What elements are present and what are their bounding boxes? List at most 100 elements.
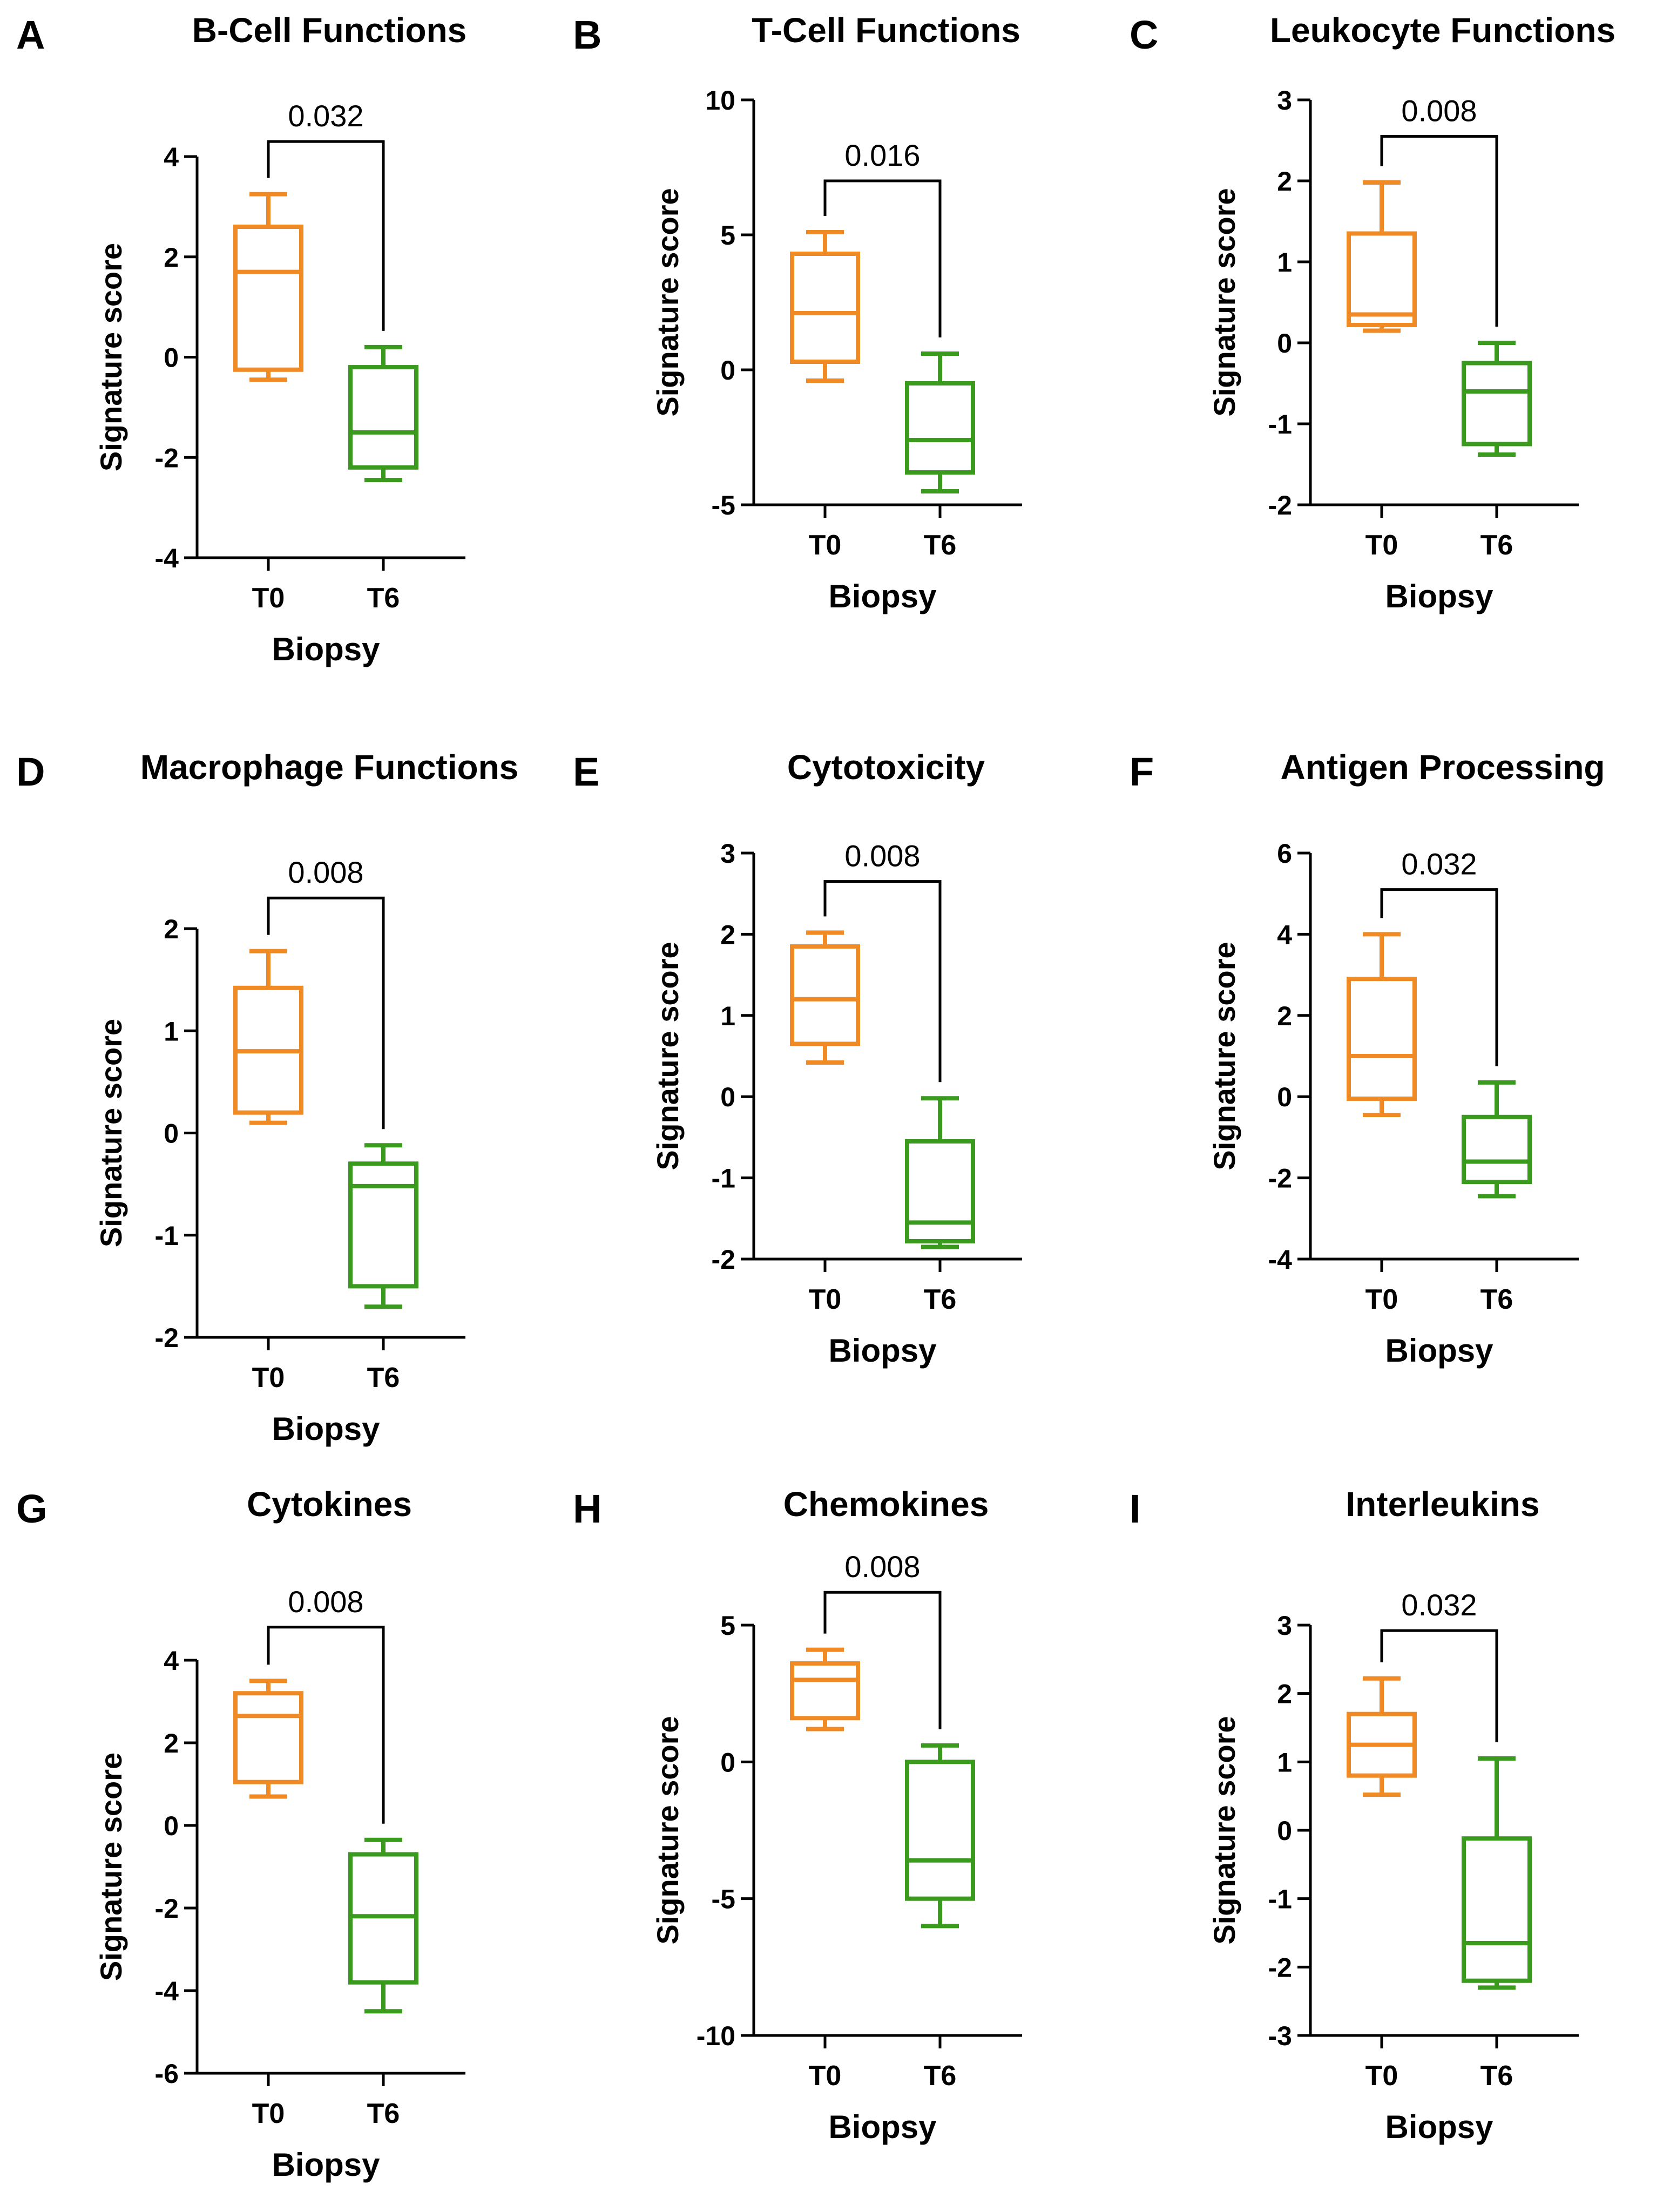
box-iqr [1462,1114,1532,1185]
x-axis-label: Biopsy [828,578,937,614]
x-tick-label: T0 [1365,1284,1398,1315]
box-plot: D Macrophage Functions -2 -1 0 1 2 T0 T6 Biopsy Si… [16,748,519,1447]
y-tick-label: -1 [1268,409,1292,439]
x-tick-label: T6 [367,583,400,614]
panel-letter: C [1130,12,1158,57]
y-tick-label: -5 [712,490,735,520]
chart-title: T-Cell Functions [752,11,1020,50]
panel-e: E Cytotoxicity -2 -1 0 1 2 3 T0 T6 Biopsy Signature… [557,737,1113,1474]
box-iqr [233,225,303,372]
box-t0 [1347,1676,1417,1797]
box-iqr [905,1139,975,1243]
y-tick-label: 1 [1277,247,1292,278]
x-tick-label: T6 [1480,2060,1513,2092]
box-t0 [233,1679,303,1799]
y-axis-label: Signature score [651,942,685,1170]
panel-letter: B [573,12,601,57]
y-tick-label: -4 [1268,1244,1293,1275]
y-axis-label: Signature score [94,1753,128,1981]
box-iqr [1347,977,1417,1101]
y-tick-label: -1 [155,1221,179,1251]
significance-bracket [267,1626,385,1824]
box-t0 [790,1647,860,1731]
box-plot: I Interleukins -3 -2 -1 0 1 2 3 T0 T6 Biopsy Signatu… [1130,1485,1579,2145]
x-tick-label: T6 [1480,530,1513,561]
box-t6 [905,1096,975,1249]
y-tick-label: -4 [155,1976,179,2006]
box-t6 [348,1143,418,1309]
box-iqr [1462,1836,1532,1983]
panel-c: C Leukocyte Functions -2 -1 0 1 2 3 T0 T6 Biopsy Si… [1113,0,1670,737]
p-value-label: 0.032 [288,99,363,133]
x-tick-label: T6 [367,2098,400,2129]
box-plot: F Antigen Processing -4 -2 0 2 4 6 T0 T6 Biopsy Sig… [1130,748,1605,1369]
chart-title: Cytokines [247,1485,412,1524]
y-tick-label: 2 [164,242,179,273]
y-tick-label: -5 [712,1884,735,1915]
panel-i: I Interleukins -3 -2 -1 0 1 2 3 T0 T6 Biopsy Signatu… [1113,1474,1670,2211]
x-tick-label: T0 [809,530,842,561]
p-value-label: 0.008 [288,855,363,889]
y-tick-label: 2 [720,919,735,950]
y-tick-label: 2 [1277,166,1292,197]
chart-title: Antigen Processing [1281,748,1605,787]
p-value-label: 0.008 [288,1585,363,1619]
panel-letter: G [16,1486,48,1531]
y-tick-label: -6 [155,2059,179,2089]
y-tick-label: 0 [720,355,735,385]
significance-bracket [823,880,942,1083]
y-tick-label: 0 [164,343,179,373]
box-t6 [905,351,975,493]
box-iqr [1462,361,1532,447]
y-axis-label: Signature score [651,188,685,416]
box-t0 [1347,180,1417,333]
panel-letter: H [573,1486,601,1531]
y-tick-label: -2 [155,1893,179,1924]
box-iqr [348,1161,418,1289]
chart-title: Macrophage Functions [140,748,519,787]
y-tick-label: 4 [1277,919,1292,950]
y-tick-label: -4 [155,543,179,573]
box-t6 [905,1743,975,1929]
box-iqr [790,944,860,1046]
y-tick-label: 3 [1277,1611,1292,1641]
box-iqr [233,1691,303,1784]
box-t6 [1462,341,1532,457]
x-axis-label: Biopsy [828,2109,937,2145]
x-axis-label: Biopsy [828,1332,937,1369]
box-t0 [1347,932,1417,1118]
chart-title: Chemokines [783,1485,989,1524]
panel-letter: A [16,12,45,57]
y-tick-label: 10 [705,85,735,116]
box-t0 [790,930,860,1065]
y-tick-label: -2 [1268,1164,1292,1194]
p-value-label: 0.032 [1401,847,1477,881]
y-tick-label: -2 [155,1323,179,1353]
box-plot: C Leukocyte Functions -2 -1 0 1 2 3 T0 T6 Biopsy Si… [1130,11,1615,614]
box-t0 [233,192,303,382]
box-t6 [348,344,418,483]
x-tick-label: T6 [1480,1284,1513,1315]
box-plot: B T-Cell Functions -5 0 5 10 T0 T6 Biopsy Signatu… [573,11,1022,614]
box-iqr [790,252,860,364]
x-axis-label: Biopsy [1385,1332,1493,1369]
y-tick-label: 0 [720,1747,735,1777]
y-tick-label: 5 [720,220,735,251]
x-axis-label: Biopsy [272,2147,380,2183]
significance-bracket [267,896,385,1129]
y-tick-label: 3 [1277,85,1292,116]
y-tick-label: 2 [1277,1679,1292,1709]
p-value-label: 0.008 [844,1550,920,1584]
y-tick-label: 0 [164,1119,179,1149]
y-tick-label: 2 [164,1728,179,1758]
y-axis-label: Signature score [1207,1716,1241,1944]
y-axis-label: Signature score [651,1716,685,1944]
y-tick-label: -2 [1268,1952,1292,1983]
box-plot: G Cytokines -6 -4 -2 0 2 4 T0 T6 Biopsy Signature s… [16,1485,465,2183]
y-tick-label: 1 [1277,1747,1292,1777]
significance-bracket [1380,135,1498,327]
box-iqr [790,1661,860,1721]
y-tick-label: 2 [1277,1001,1292,1031]
box-t6 [348,1837,418,2014]
